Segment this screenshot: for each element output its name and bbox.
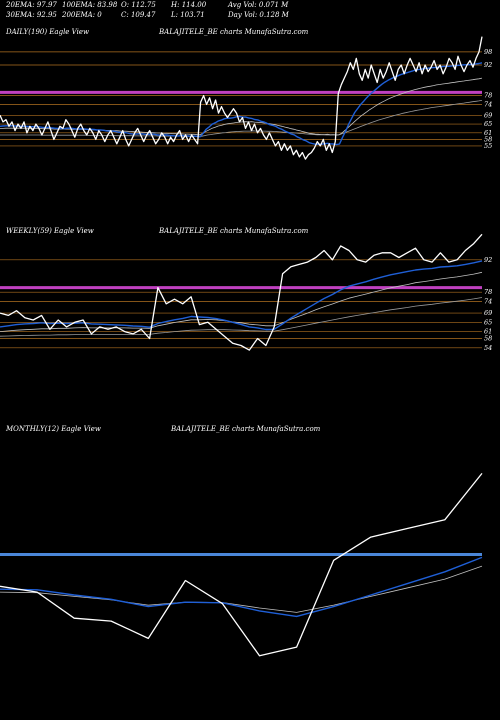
stat-100ema: 100EMA: 83.98 — [62, 1, 118, 9]
stat-avg-vol: Avg Vol: 0.071 M — [228, 1, 289, 9]
stat-200ema: 200EMA: 0 — [62, 11, 102, 19]
daily-level-label: 61 — [484, 129, 492, 137]
weekly-level-label: 61 — [484, 328, 492, 336]
daily-level-label: 92 — [484, 61, 492, 69]
weekly-level-label: 69 — [484, 309, 492, 317]
stat-day-vol: Day Vol: 0.128 M — [228, 11, 289, 19]
daily-level-label: 78 — [484, 92, 492, 100]
stats-header: 20EMA: 97.97 100EMA: 83.98 O: 112.75 H: … — [0, 0, 500, 22]
daily-level-label: 58 — [484, 135, 492, 143]
daily-level-label: 74 — [484, 100, 492, 108]
stat-open: O: 112.75 — [121, 1, 156, 9]
stat-high: H: 114.00 — [171, 1, 207, 9]
daily-price-line — [0, 36, 483, 160]
weekly-level-label: 78 — [484, 288, 492, 296]
weekly-title: WEEKLY(59) Eagle View — [6, 227, 94, 235]
stat-30ema: 30EMA: 92.95 — [6, 11, 57, 19]
weekly-level-label: 92 — [484, 256, 492, 264]
weekly-price-line — [0, 233, 483, 351]
daily-source: BALAJITELE_BE charts MunafaSutra.com — [159, 28, 309, 36]
daily-title: DAILY(190) Eagle View — [6, 28, 89, 36]
weekly-level-label: 74 — [484, 297, 492, 305]
daily-ema-fast-line — [0, 62, 483, 146]
weekly-source: BALAJITELE_BE charts MunafaSutra.com — [159, 227, 309, 235]
weekly-ema-long-line — [0, 297, 483, 337]
daily-level-label: 65 — [484, 120, 492, 128]
stat-close: C: 109.47 — [121, 11, 156, 19]
monthly-ema-fast-line — [0, 556, 483, 618]
weekly-ema-fast-line — [0, 260, 483, 331]
daily-level-label: 55 — [484, 142, 492, 150]
monthly-ema-slow-line — [0, 565, 483, 613]
daily-level-label: 69 — [484, 111, 492, 119]
stat-low: L: 103.71 — [171, 11, 205, 19]
monthly-title: MONTHLY(12) Eagle View — [6, 425, 101, 433]
weekly-level-label: 54 — [484, 344, 492, 352]
monthly-price-line — [0, 472, 483, 657]
stat-20ema: 20EMA: 97.97 — [6, 1, 57, 9]
weekly-level-label: 58 — [484, 335, 492, 343]
daily-ema-long-line — [0, 100, 483, 137]
daily-ema-slow-line — [0, 77, 483, 136]
weekly-level-label: 65 — [484, 318, 492, 326]
monthly-source: BALAJITELE_BE charts MunafaSutra.com — [171, 425, 321, 433]
daily-level-label: 98 — [484, 48, 492, 56]
weekly-ema-slow-line — [0, 271, 483, 332]
